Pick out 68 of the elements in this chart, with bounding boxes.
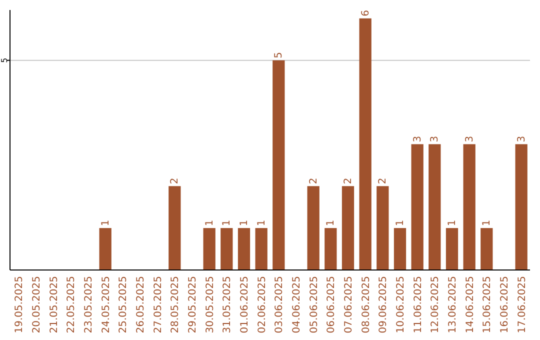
data-label: 1	[395, 220, 406, 226]
x-tick-label: 26.05.2025	[136, 276, 146, 334]
data-label: 1	[482, 220, 493, 226]
data-label: 2	[308, 178, 320, 184]
bar	[238, 228, 250, 270]
data-label: 1	[204, 220, 216, 226]
bar	[394, 228, 406, 270]
x-tick-label: 17.06.2025	[516, 276, 528, 334]
data-label: 6	[360, 10, 372, 16]
bar	[255, 228, 268, 270]
data-label: 2	[378, 178, 389, 184]
x-tick-label: 01.06.2025	[240, 276, 250, 334]
x-tick-label: 23.05.2025	[84, 276, 94, 334]
x-tick-label: 21.05.2025	[48, 276, 60, 334]
x-tick-label: 13.06.2025	[448, 276, 458, 334]
bar	[446, 228, 458, 270]
bar	[272, 60, 285, 270]
x-tick-label: 09.06.2025	[378, 276, 390, 334]
data-label: 3	[430, 136, 441, 142]
x-tick-label: 22.05.2025	[66, 276, 78, 334]
data-label: 3	[412, 136, 424, 142]
bar	[342, 186, 354, 270]
bar	[168, 186, 181, 270]
x-tick-label: 24.05.2025	[100, 276, 112, 334]
bar	[463, 144, 476, 270]
data-label: 1	[326, 220, 337, 226]
x-tick-label: 11.06.2025	[412, 276, 424, 334]
bar	[359, 18, 372, 270]
bar	[411, 144, 424, 270]
data-label: 3	[464, 136, 476, 142]
bar	[480, 228, 493, 270]
bar	[220, 228, 233, 270]
x-tick-label: 30.05.2025	[204, 276, 216, 334]
bar	[99, 228, 112, 270]
x-tick-label: 28.05.2025	[170, 276, 182, 334]
x-tick-label: 25.05.2025	[118, 276, 130, 334]
data-label: 3	[516, 136, 528, 142]
data-label: 2	[170, 178, 181, 184]
x-tick-label: 08.06.2025	[360, 276, 372, 334]
bar	[307, 186, 320, 270]
data-label: 5	[274, 52, 285, 58]
bar	[203, 228, 216, 270]
bar	[515, 144, 528, 270]
x-tick-label: 02.06.2025	[256, 276, 268, 334]
x-tick-label: 12.06.2025	[430, 276, 442, 334]
x-tick-label: 29.05.2025	[188, 276, 198, 334]
data-label: 1	[256, 220, 268, 226]
data-label: 1	[100, 220, 112, 226]
x-tick-label: 20.05.2025	[32, 276, 42, 334]
x-tick-label: 19.05.2025	[14, 276, 26, 334]
x-tick-label: 15.06.2025	[482, 276, 494, 334]
bar	[428, 144, 441, 270]
x-tick-label: 05.06.2025	[308, 276, 320, 334]
bar	[324, 228, 337, 270]
x-tick-label: 06.06.2025	[326, 276, 338, 334]
x-tick-label: 10.06.2025	[396, 276, 406, 334]
data-label: 2	[343, 178, 354, 184]
data-label: 1	[239, 220, 250, 226]
x-tick-label: 27.05.2025	[152, 276, 164, 334]
x-tick-label: 03.06.2025	[274, 276, 286, 334]
data-label: 1	[222, 220, 233, 226]
x-tick-label: 07.06.2025	[344, 276, 354, 334]
data-label: 1	[447, 220, 458, 226]
bar	[376, 186, 389, 270]
x-tick-label: 31.05.2025	[222, 276, 234, 334]
x-tick-label: 14.06.2025	[464, 276, 476, 334]
x-tick-label: 16.06.2025	[500, 276, 510, 334]
x-tick-label: 04.06.2025	[292, 276, 302, 334]
